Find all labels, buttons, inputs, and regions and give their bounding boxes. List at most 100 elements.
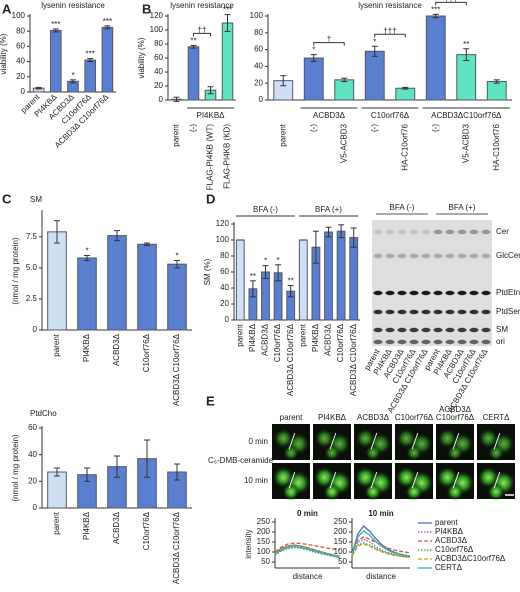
bracket-label: †† <box>198 26 207 35</box>
tlc-spot <box>481 327 491 333</box>
x-tick-label: V5-ACBD3 <box>339 123 348 163</box>
tlc-spot <box>373 290 383 296</box>
bar <box>137 243 157 331</box>
x-tick-label: (-) <box>370 124 379 132</box>
x-tick-label: ACBD3Δ <box>261 323 270 356</box>
tlc-spot <box>421 290 431 296</box>
significance: *** <box>103 17 112 26</box>
profile-arrow <box>288 432 296 450</box>
significance: * <box>85 247 88 256</box>
significance: ** <box>288 277 294 286</box>
bar <box>107 235 127 331</box>
legend-label: CERTΔ <box>435 563 463 572</box>
series-line <box>274 546 341 559</box>
tlc-spot <box>433 327 443 333</box>
band-label: SM <box>496 325 508 334</box>
x-tick-label: (-) <box>309 124 318 132</box>
legend-label: C10orf76Δ <box>435 545 474 554</box>
row-label: 10 min <box>244 476 268 485</box>
series-line <box>351 536 411 555</box>
y-tick-label: 20 <box>16 72 25 81</box>
tlc-spot <box>409 339 419 345</box>
bar <box>334 79 355 101</box>
bar <box>456 54 477 101</box>
bar <box>486 81 507 101</box>
band-label: Cer <box>496 227 509 236</box>
tlc-spot <box>469 339 479 345</box>
significance: * <box>373 37 376 46</box>
y-tick-label: 7.5 <box>26 232 38 241</box>
series-line <box>351 538 411 558</box>
bar <box>187 46 200 101</box>
bar <box>303 57 324 101</box>
tlc-spot <box>409 229 419 235</box>
profile-arrow <box>493 432 501 450</box>
y-tick-label: 40 <box>16 57 25 66</box>
bar <box>221 22 234 101</box>
y-axis-label: (nmol / mg protein) <box>11 237 20 304</box>
y-tick-label: 60 <box>154 53 163 62</box>
x-tick-label: FLAG-PI4KB (WT) <box>206 124 215 191</box>
tlc-spot <box>445 339 455 345</box>
y-tick-label: 0 <box>159 95 164 104</box>
column-label: ACBD3Δ <box>439 405 472 414</box>
bracket <box>193 32 211 37</box>
y-axis-label: viability (%) <box>137 37 146 78</box>
x-tick-label: V5-ACBD3 <box>461 123 470 163</box>
y-tick-label: 100 <box>250 11 264 20</box>
bracket-label: ††† <box>383 26 396 35</box>
significance: ** <box>463 40 469 49</box>
bar <box>235 239 245 321</box>
x-tick-label: FLAG-PI4KB (KD) <box>223 124 232 189</box>
tlc-spot <box>385 309 395 315</box>
tlc-spot <box>433 339 443 345</box>
chart-title: 0 min <box>297 509 318 518</box>
tlc-spot <box>385 327 395 333</box>
x-tick-label: ACBD3Δ C10orf76Δ <box>349 323 358 396</box>
profile-arrow <box>493 471 501 489</box>
series-line <box>351 543 411 559</box>
profile-arrow <box>329 432 337 450</box>
bracket-label: † <box>327 35 331 44</box>
y-tick-label: 40 <box>154 67 163 76</box>
series-line <box>274 542 341 553</box>
significance: *** <box>431 5 440 14</box>
column-label: C10orf76Δ <box>395 413 434 422</box>
tlc-spot <box>469 253 479 259</box>
y-tick-label: 100 <box>334 547 348 556</box>
cell <box>447 444 463 461</box>
x-tick-label: parent <box>172 123 181 146</box>
significance: *** <box>86 50 95 59</box>
tlc-spot <box>409 309 419 315</box>
column-label: PI4KBΔ <box>318 413 347 422</box>
tlc-spot <box>373 309 383 315</box>
x-tick-label: C10orf76Δ <box>273 323 282 362</box>
x-tick-label: (-) <box>189 124 198 132</box>
panel-label: A <box>2 1 12 16</box>
x-tick-label: ACBD3Δ C10orf76Δ <box>172 333 181 406</box>
tlc-spot <box>433 309 443 315</box>
row-label: 0 min <box>248 437 268 446</box>
bar <box>425 15 446 101</box>
cell <box>364 483 382 501</box>
y-tick-label: 100 <box>150 25 164 34</box>
tlc-spot <box>481 229 491 235</box>
column-label: parent <box>280 413 303 422</box>
tlc-spot <box>421 229 431 235</box>
y-tick-label: 100 <box>257 547 271 556</box>
y-tick-label: 80 <box>254 28 263 37</box>
significance: ** <box>250 272 256 281</box>
x-tick-label: ACBD3Δ C10orf76Δ <box>172 511 181 584</box>
x-tick-label: ACBD3Δ <box>112 511 121 544</box>
y-tick-label: 200 <box>257 527 271 536</box>
chart-title: PtdCho <box>30 409 57 418</box>
tlc-spot <box>385 339 395 345</box>
y-tick-label: 120 <box>216 219 230 228</box>
column-label: CERTΔ <box>483 413 511 422</box>
y-tick-label: 20 <box>28 476 37 485</box>
tlc-spot <box>373 253 383 259</box>
chart-title: lysenin resistance <box>41 1 105 10</box>
panel-label: D <box>206 191 215 206</box>
tlc-spot <box>445 309 455 315</box>
cell <box>446 483 464 501</box>
